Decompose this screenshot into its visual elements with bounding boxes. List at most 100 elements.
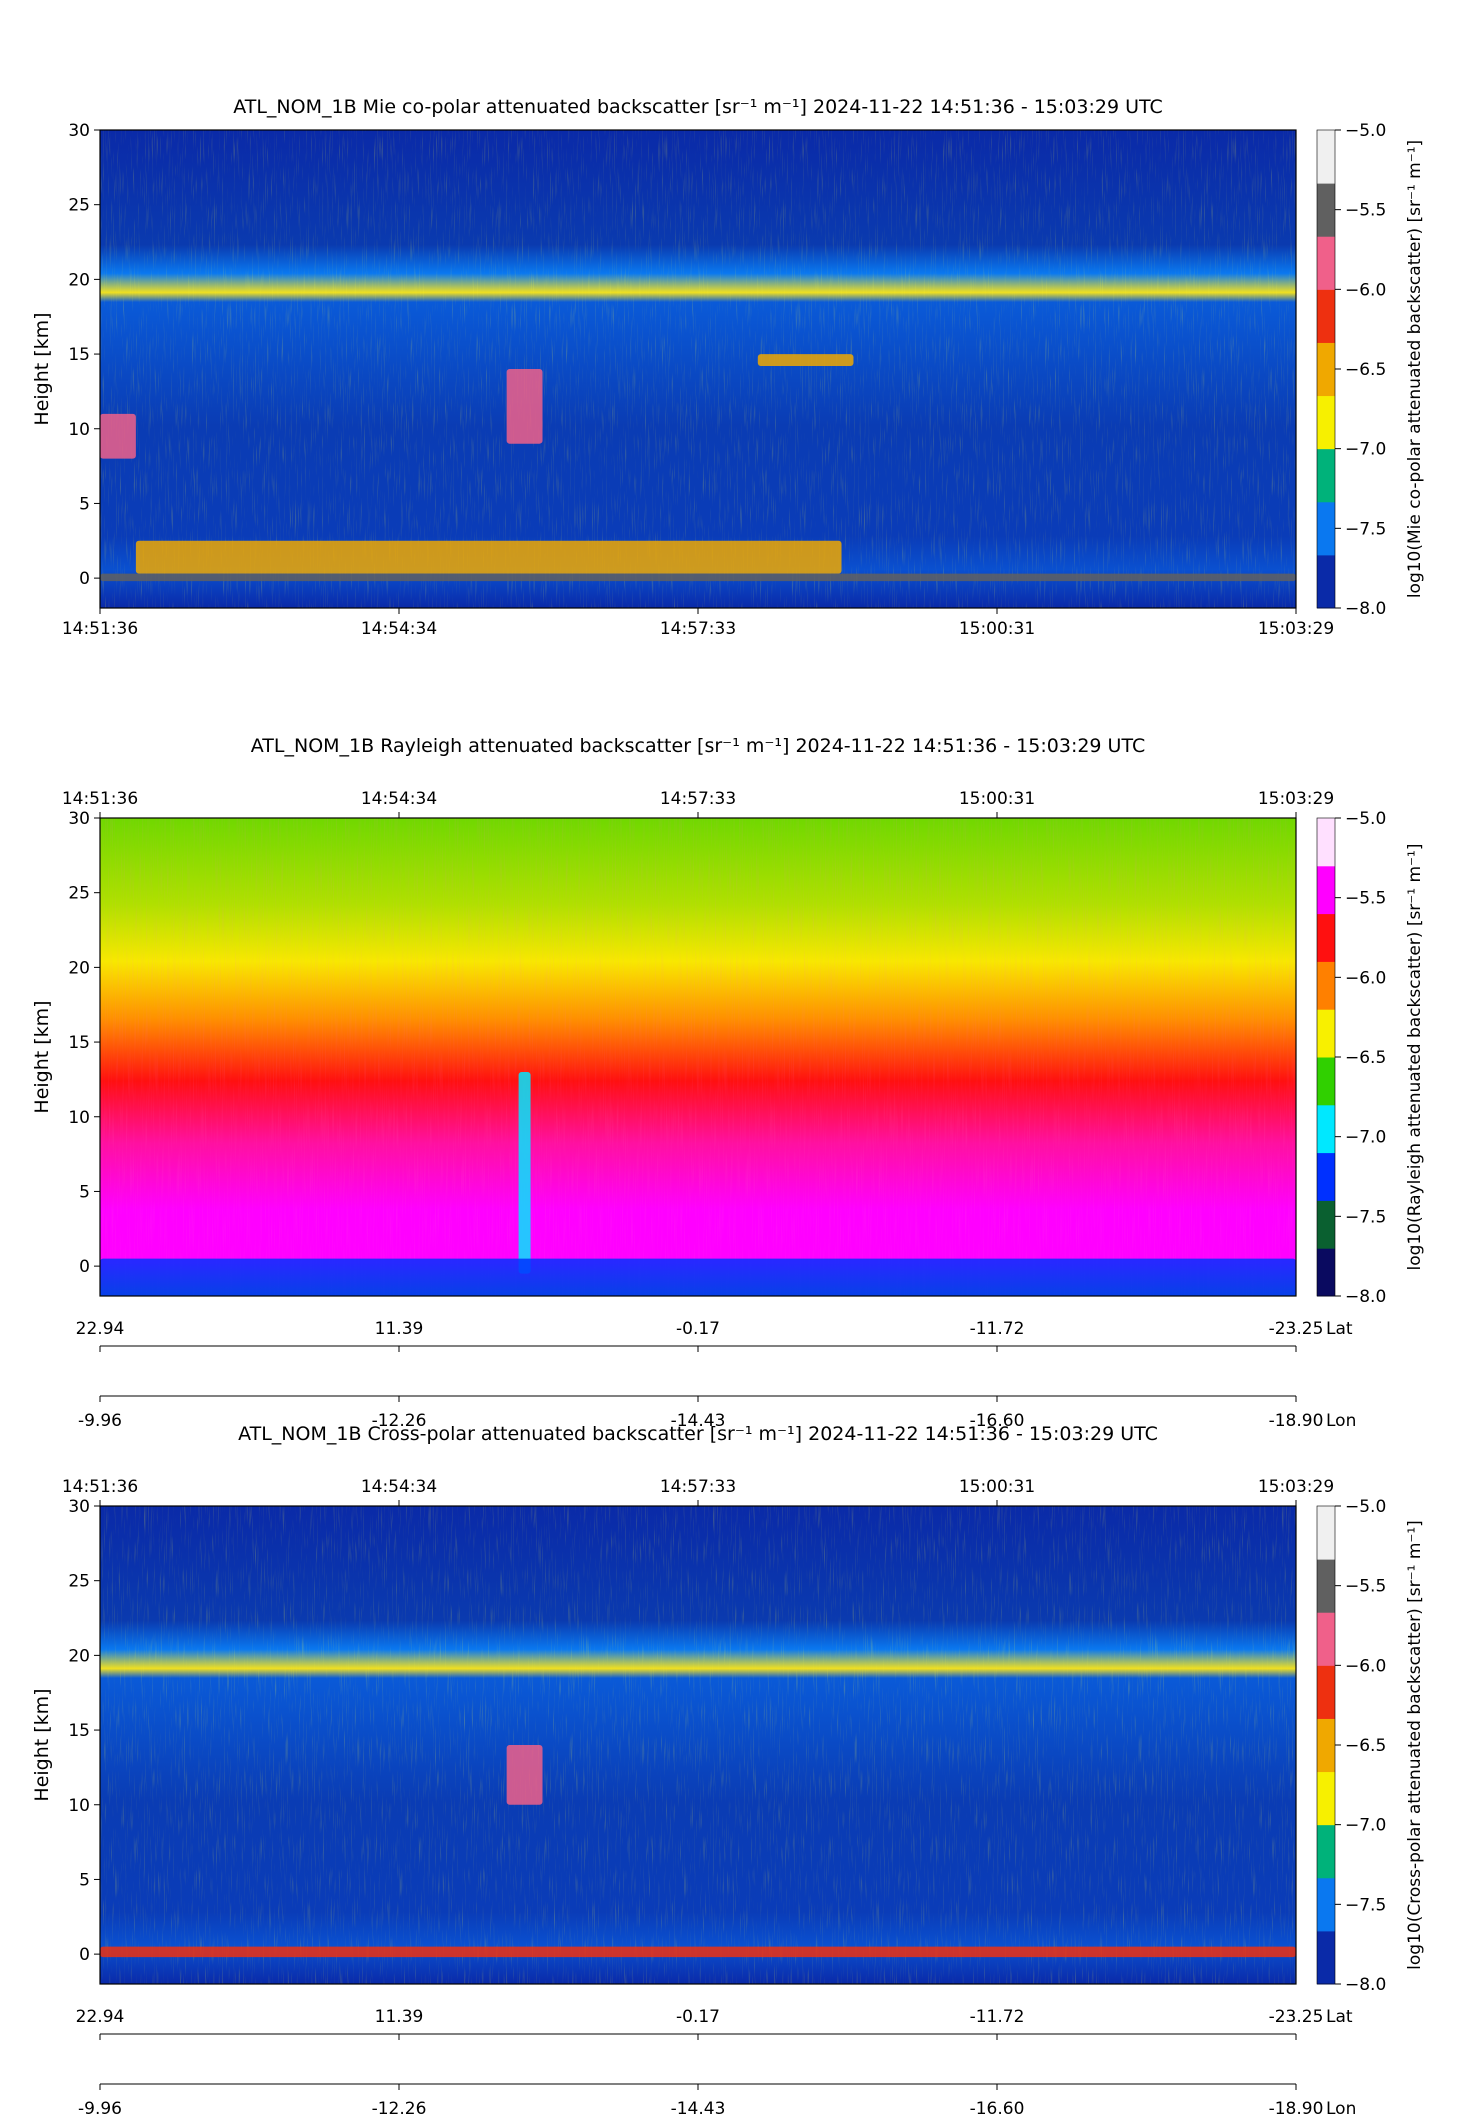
colorbar-segment [1317,1104,1335,1154]
lat-tick-label: -23.25 [1269,2007,1324,2027]
colorbar-tick-label: −6.5 [1345,360,1386,380]
lat-tick-label: 22.94 [76,2007,125,2027]
y-axis-label: Height [km] [31,312,53,425]
y-tick-label: 0 [79,569,90,589]
y-tick-label: 15 [68,345,90,365]
colorbar-tick-label: −6.5 [1345,1048,1386,1068]
lon-tick-label: -14.43 [671,2099,726,2119]
colorbar-segment [1317,1559,1335,1613]
lat-tick-label: -0.17 [676,2007,720,2027]
time-tick-label: 14:57:33 [660,619,736,639]
lon-tick-label: -18.90 [1269,2099,1324,2119]
chart-panel-1: ATL_NOM_1B Mie co-polar attenuated backs… [31,96,1425,639]
y-tick-label: 25 [68,196,90,216]
time-tick-label: 14:57:33 [660,1477,736,1497]
lon-tick-label: -14.43 [671,1411,726,1431]
chart-title: ATL_NOM_1B Rayleigh attenuated backscatt… [251,735,1145,757]
colorbar-tick-label: −5.0 [1345,1497,1386,1517]
colorbar-segment [1317,1612,1335,1666]
colorbar-tick-label: −7.5 [1345,519,1386,539]
colorbar-tick-label: −6.0 [1345,280,1386,300]
lon-axis-label: Lon [1326,1411,1356,1431]
colorbar-tick-label: −7.0 [1345,1128,1386,1148]
colorbar-tick-label: −6.0 [1345,1656,1386,1676]
lon-tick-label: -9.96 [78,1411,122,1431]
colorbar-segment [1317,395,1335,450]
heatmap-feature [100,573,1296,582]
time-tick-label: 14:51:36 [62,1477,138,1497]
y-tick-label: 15 [68,1721,90,1741]
lon-tick-label: -12.26 [372,1411,427,1431]
colorbar-tick-label: −5.5 [1345,1577,1386,1597]
colorbar-tick-label: −7.0 [1345,1816,1386,1836]
colorbar-segment [1317,1200,1335,1249]
lat-tick-label: -23.25 [1269,1319,1324,1339]
heatmap-feature [135,540,842,574]
lat-tick-label: 22.94 [76,1319,125,1339]
chart-panel-3: ATL_NOM_1B Cross-polar attenuated backsc… [31,1423,1425,2119]
time-tick-label: 14:54:34 [361,1477,437,1497]
y-tick-label: 10 [68,420,90,440]
heatmap-feature [518,1071,531,1274]
colorbar-label: log10(Mie co-polar attenuated backscatte… [1405,140,1425,598]
colorbar-segment [1317,1930,1335,1985]
y-tick-label: 30 [68,809,90,829]
y-tick-label: 30 [68,121,90,141]
time-tick-label: 15:03:29 [1258,619,1334,639]
colorbar-segment [1317,289,1335,343]
heatmap-feature [100,413,136,459]
time-tick-label: 14:51:36 [62,619,138,639]
colorbar-segment [1317,1665,1335,1719]
time-tick-label: 15:00:31 [959,1477,1035,1497]
y-tick-label: 5 [79,1182,90,1202]
lat-tick-label: -11.72 [970,1319,1025,1339]
colorbar-segment [1317,1506,1335,1560]
colorbar-segment [1317,236,1335,290]
time-tick-label: 15:03:29 [1258,789,1334,809]
heatmap-feature [757,354,854,367]
y-tick-label: 0 [79,1945,90,1965]
colorbar-tick-label: −5.0 [1345,121,1386,141]
colorbar-segment [1317,865,1335,915]
colorbar-tick-label: −6.0 [1345,968,1386,988]
colorbar-tick-label: −7.0 [1345,440,1386,460]
y-tick-label: 0 [79,1257,90,1277]
y-tick-label: 10 [68,1108,90,1128]
colorbar-segment [1317,501,1335,556]
time-tick-label: 14:54:34 [361,619,437,639]
lat-tick-label: 11.39 [375,2007,424,2027]
lon-tick-label: -18.90 [1269,1411,1324,1431]
colorbar-tick-label: −7.5 [1345,1895,1386,1915]
colorbar-segment [1317,130,1335,184]
colorbar-tick-label: −5.0 [1345,809,1386,829]
colorbar-segment [1317,1718,1335,1773]
lon-axis-label: Lon [1326,2099,1356,2119]
colorbar-segment [1317,1009,1335,1058]
lat-axis-label: Lat [1326,2007,1353,2027]
colorbar-segment [1317,913,1335,962]
lat-tick-label: -0.17 [676,1319,720,1339]
colorbar-segment [1317,1877,1335,1932]
colorbar-label: log10(Rayleigh attenuated backscatter) [… [1405,844,1425,1271]
time-tick-label: 15:03:29 [1258,1477,1334,1497]
heatmap-feature [506,1745,543,1805]
y-tick-label: 20 [68,1646,90,1666]
lon-tick-label: -16.60 [970,2099,1025,2119]
lat-axis-label: Lat [1326,1319,1353,1339]
y-tick-label: 10 [68,1796,90,1816]
colorbar-segment [1317,1152,1335,1201]
colorbar-segment [1317,1248,1335,1297]
y-tick-label: 15 [68,1033,90,1053]
time-tick-label: 15:00:31 [959,619,1035,639]
heatmap-feature [506,369,543,444]
colorbar-tick-label: −8.0 [1345,1975,1386,1995]
chart-panel-2: ATL_NOM_1B Rayleigh attenuated backscatt… [31,735,1425,1431]
colorbar-tick-label: −8.0 [1345,1287,1386,1307]
colorbar-segment [1317,448,1335,503]
colorbar-segment [1317,554,1335,609]
colorbar-label: log10(Cross-polar attenuated backscatter… [1405,1520,1425,1970]
colorbar-tick-label: −5.5 [1345,889,1386,909]
colorbar-tick-label: −6.5 [1345,1736,1386,1756]
y-tick-label: 30 [68,1497,90,1517]
colorbar-tick-label: −7.5 [1345,1207,1386,1227]
